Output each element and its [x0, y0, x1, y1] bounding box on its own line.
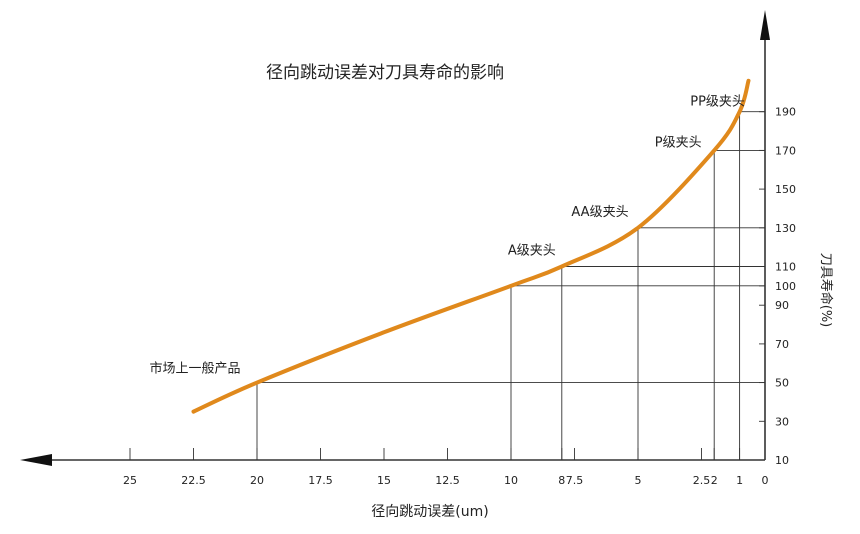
x-tick-label: 20	[250, 474, 264, 487]
y-axis-arrow-icon	[760, 10, 770, 40]
x-tick-label: 1	[736, 474, 743, 487]
y-tick-label: 190	[775, 106, 796, 119]
data-series-line	[191, 78, 751, 414]
y-tick-label: 10	[775, 454, 789, 467]
annotation-label: 市场上一般产品	[149, 361, 240, 377]
chart-title: 径向跳动误差对刀具寿命的影响	[266, 63, 504, 83]
x-tick-label: 7.5	[566, 474, 584, 487]
y-tick-label: 170	[775, 144, 796, 157]
y-tick-label: 70	[775, 338, 789, 351]
x-tick-label: 2.5	[693, 474, 711, 487]
x-tick-label: 17.5	[308, 474, 333, 487]
x-axis-label: 径向跳动误差(um)	[371, 504, 488, 520]
x-tick-label: 22.5	[181, 474, 206, 487]
y-tick-label: 50	[775, 377, 789, 390]
x-tick-label: 12.5	[435, 474, 460, 487]
x-tick-label: 10	[504, 474, 518, 487]
x-tick-label: 15	[377, 474, 391, 487]
annotation-label: AA级夹头	[571, 205, 628, 220]
annotation-label: PP级夹头	[690, 95, 745, 110]
y-tick-label: 90	[775, 299, 789, 312]
x-axis-arrow-icon	[20, 454, 52, 466]
x-tick-label: 2	[711, 474, 718, 487]
y-tick-label: 100	[775, 280, 796, 293]
x-tick-label: 5	[635, 474, 642, 487]
x-tick-label: 8	[558, 474, 565, 487]
y-tick-label: 150	[775, 183, 796, 196]
annotation-label: A级夹头	[508, 244, 556, 259]
x-tick-label: 0	[762, 474, 769, 487]
y-tick-label: 110	[775, 261, 796, 274]
y-tick-label: 30	[775, 415, 789, 428]
x-tick-label: 25	[123, 474, 137, 487]
annotation-label: P级夹头	[655, 135, 702, 150]
y-axis-label: 刀具寿命(%)	[818, 253, 834, 328]
y-tick-label: 130	[775, 222, 796, 235]
